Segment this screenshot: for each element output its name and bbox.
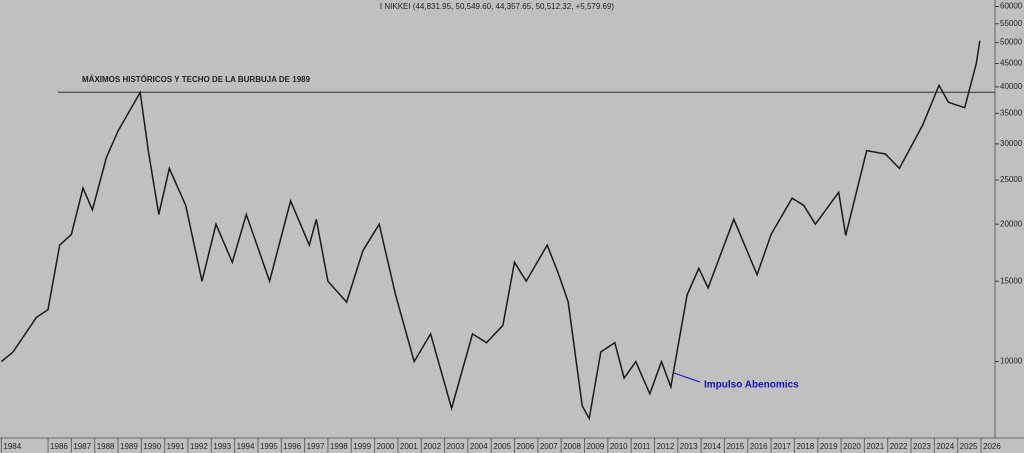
x-tick-label: 1997	[307, 442, 325, 451]
annotation: Impulso Abenomics	[704, 380, 799, 391]
x-tick-label: 2024	[936, 442, 954, 451]
x-tick-label: 2023	[913, 442, 931, 451]
x-tick-label: 1996	[283, 442, 301, 451]
y-tick-label: 20000	[1000, 219, 1023, 228]
x-tick-label: 1998	[330, 442, 348, 451]
annotation: MÁXIMOS HISTÓRICOS Y TECHO DE LA BURBUJA…	[82, 75, 311, 84]
x-tick-label: 1999	[353, 442, 371, 451]
x-tick-label: 2010	[610, 442, 628, 451]
x-tick-label: 2009	[586, 442, 604, 451]
y-tick-label: 50000	[1000, 38, 1023, 47]
y-tick-label: 15000	[1000, 276, 1023, 285]
x-tick-label: 1986	[50, 442, 68, 451]
x-tick-label: 1995	[260, 442, 278, 451]
x-tick-label: 2012	[656, 442, 674, 451]
x-tick-label: 1992	[190, 442, 208, 451]
price-line	[0, 40, 981, 421]
y-tick-label: 55000	[1000, 19, 1023, 28]
x-tick-label: 2013	[680, 442, 698, 451]
annotation-pointer	[673, 372, 701, 383]
x-tick-label: 2003	[447, 442, 465, 451]
x-tick-label: 1993	[213, 442, 231, 451]
chart-title: I NIKKEI (44,831.95, 50,549.60, 44,357.6…	[380, 2, 615, 11]
x-tick-label: 2002	[423, 442, 441, 451]
x-tick-label: 2018	[796, 442, 814, 451]
x-tick-label: 2015	[726, 442, 744, 451]
x-tick-label: 1994	[237, 442, 255, 451]
x-tick-label: 1984	[3, 442, 21, 451]
x-tick-label: 1989	[120, 442, 138, 451]
x-tick-label: 2021	[866, 442, 884, 451]
y-tick-label: 45000	[1000, 59, 1023, 68]
x-tick-label: 2007	[540, 442, 558, 451]
x-tick-label: 1987	[73, 442, 91, 451]
y-tick-label: 25000	[1000, 175, 1023, 184]
y-tick-label: 30000	[1000, 139, 1023, 148]
x-tick-label: 2000	[377, 442, 395, 451]
x-tick-label: 2004	[470, 442, 488, 451]
x-tick-label: 2006	[517, 442, 535, 451]
x-tick-label: 2019	[820, 442, 838, 451]
x-tick-label: 2025	[960, 442, 978, 451]
x-tick-label: 1988	[97, 442, 115, 451]
x-tick-label: 2020	[843, 442, 861, 451]
x-tick-label: 2001	[400, 442, 418, 451]
y-tick-label: 35000	[1000, 108, 1023, 117]
x-tick-label: 2017	[773, 442, 791, 451]
x-tick-label: 2008	[563, 442, 581, 451]
x-tick-label: 1990	[143, 442, 161, 451]
y-tick-label: 60000	[1000, 2, 1023, 11]
x-tick-label: 1991	[167, 442, 185, 451]
y-tick-label: 40000	[1000, 82, 1023, 91]
x-tick-label: 2005	[493, 442, 511, 451]
x-tick-label: 2022	[890, 442, 908, 451]
x-tick-label: 2016	[750, 442, 768, 451]
x-tick-label: 2014	[703, 442, 721, 451]
x-tick-label: 2026	[983, 442, 1001, 451]
y-tick-label: 10000	[1000, 357, 1023, 366]
x-tick-label: 2011	[633, 442, 651, 451]
